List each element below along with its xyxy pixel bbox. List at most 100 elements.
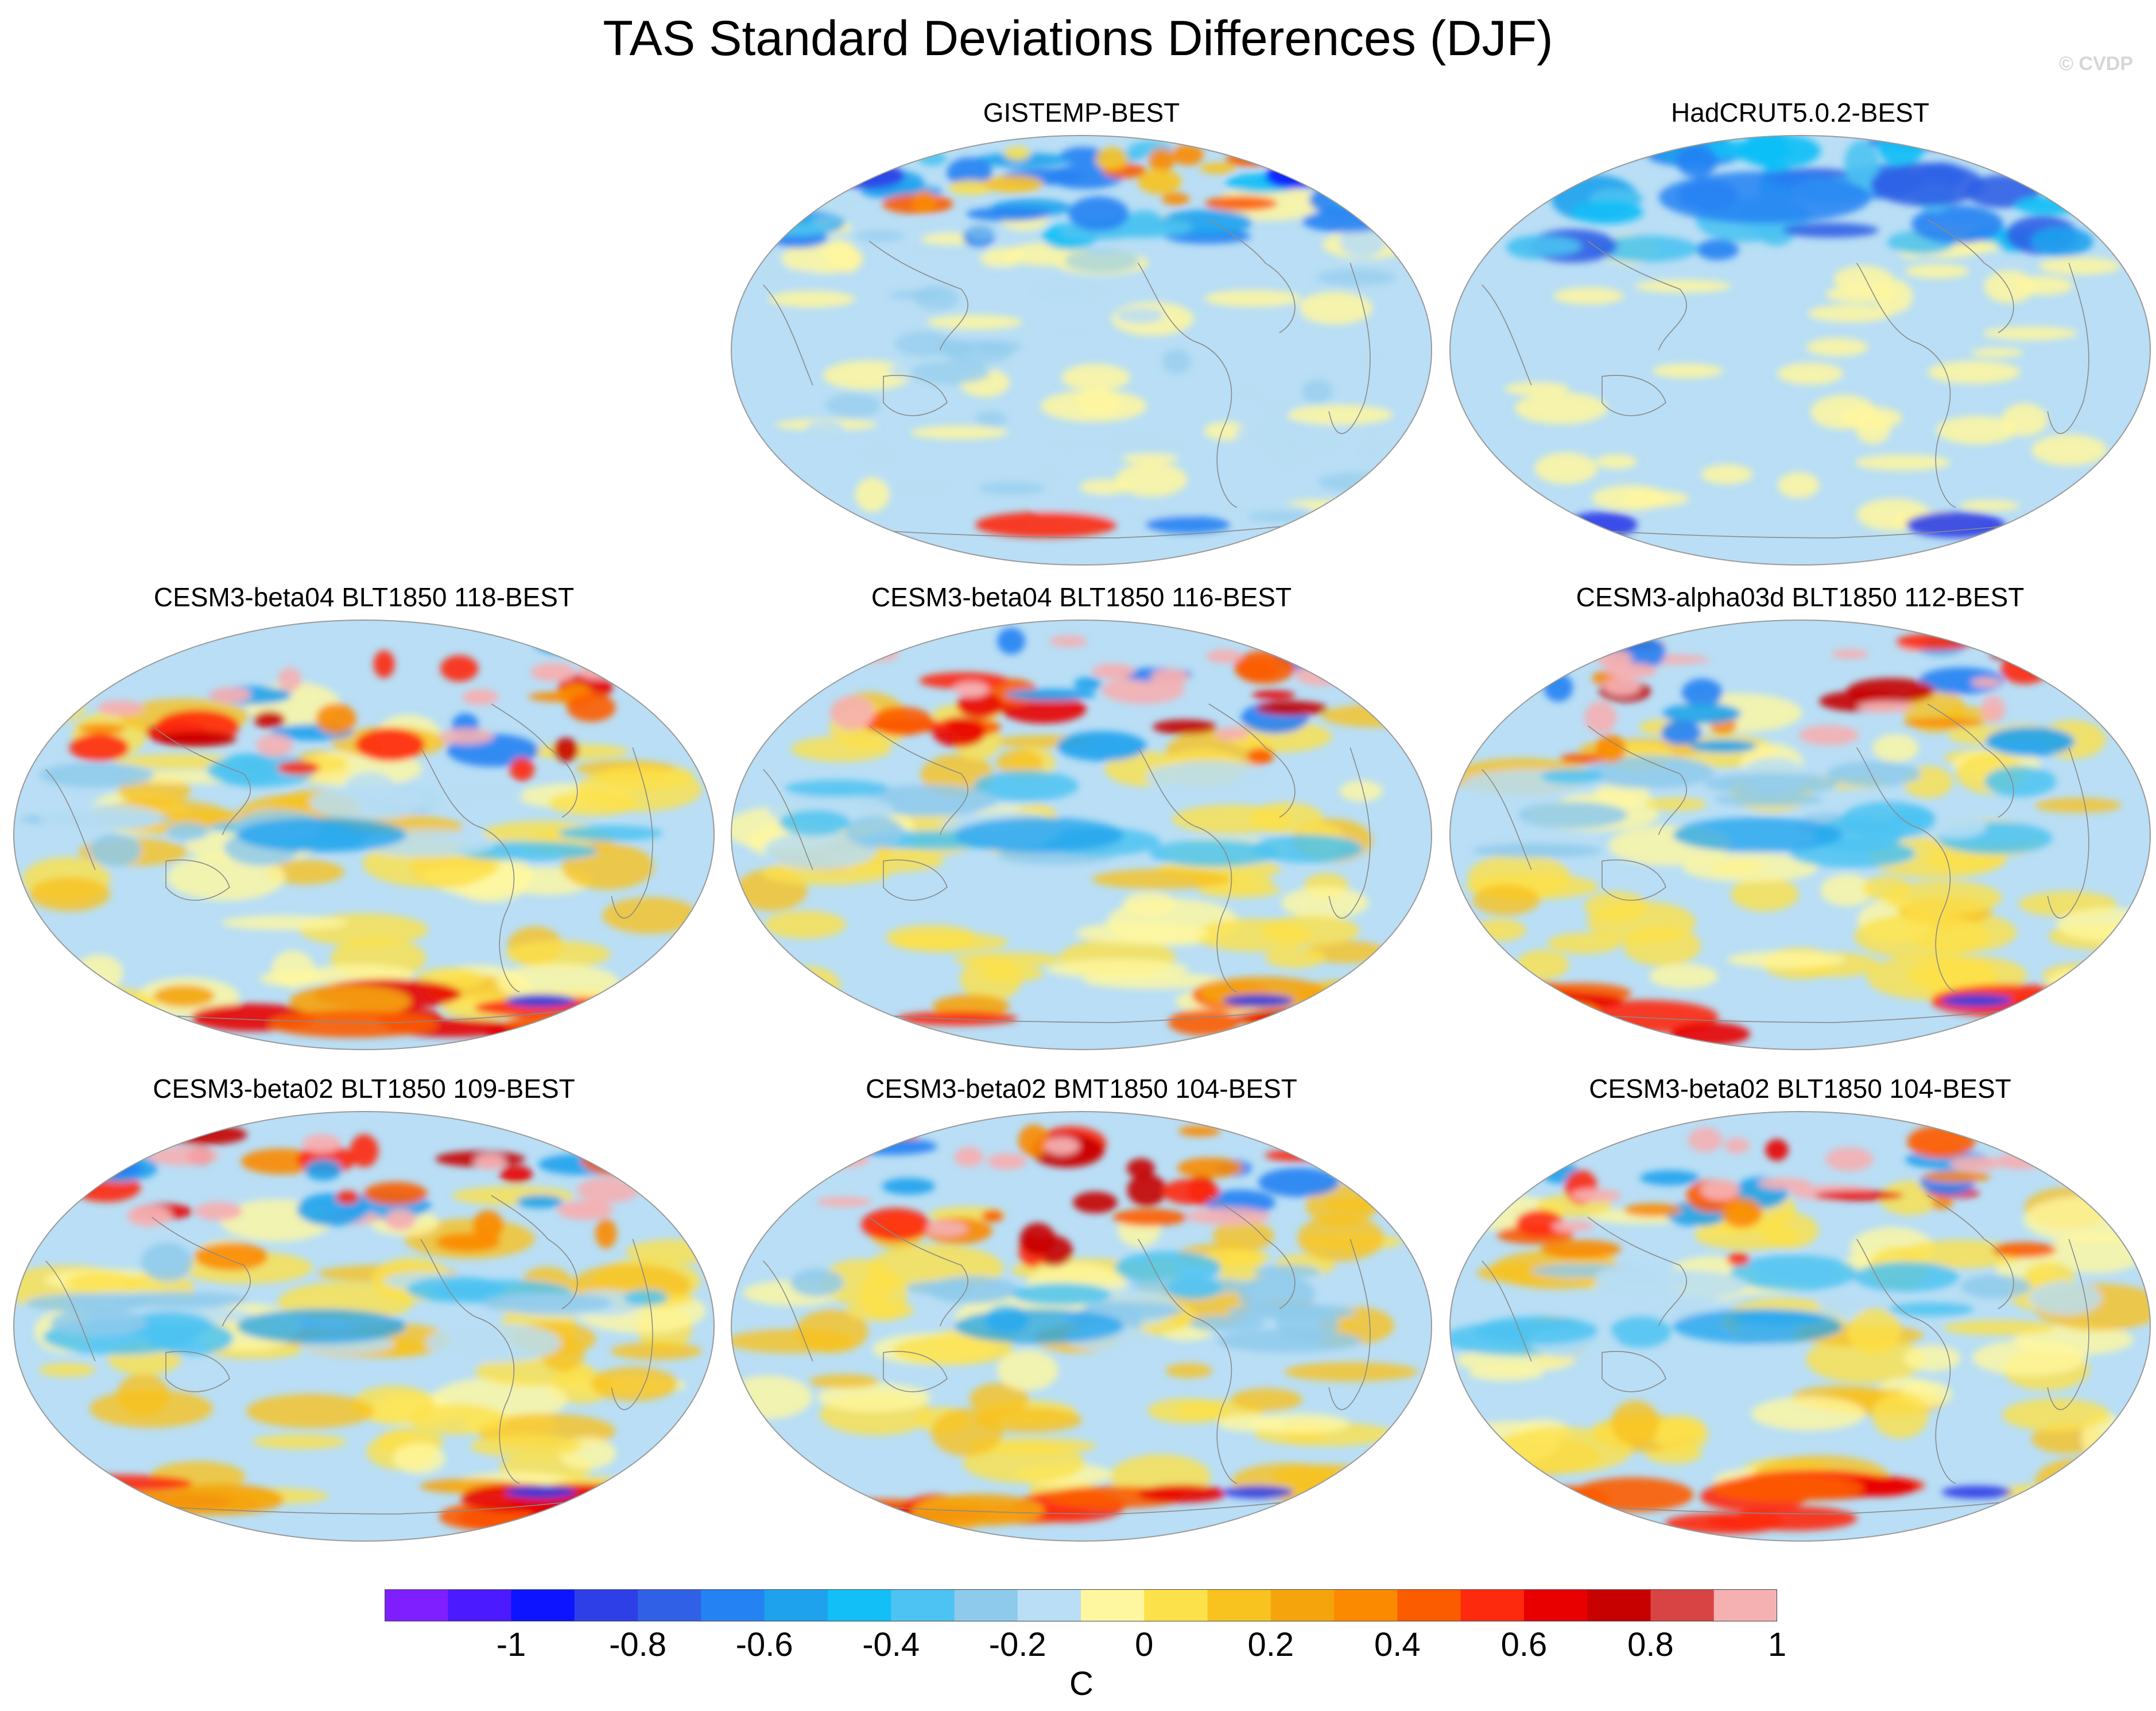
anomaly-patch xyxy=(1261,915,1360,946)
anomaly-patch xyxy=(1871,162,1984,207)
anomaly-patch xyxy=(1093,429,1188,462)
colorbar-tick-label: 0.4 xyxy=(1374,1626,1421,1663)
anomaly-patch xyxy=(1165,1278,1222,1299)
anomaly-patch xyxy=(497,963,619,1002)
coastline xyxy=(1927,1195,2014,1310)
anomaly-patch xyxy=(855,477,890,512)
anomaly-patch xyxy=(1265,162,1322,189)
anomaly-patch xyxy=(579,664,614,679)
anomaly-patch xyxy=(1080,479,1130,495)
anomaly-patch xyxy=(516,1195,564,1209)
anomaly-patch xyxy=(2048,1232,2145,1273)
map-border xyxy=(13,620,715,1050)
anomaly-field xyxy=(732,141,1424,538)
anomaly-patch xyxy=(1298,292,1373,325)
anomaly-patch xyxy=(236,817,406,853)
anomaly-patch xyxy=(265,860,344,885)
colorbar-tick-label: -0.6 xyxy=(735,1626,793,1663)
anomaly-patch xyxy=(1985,726,2075,757)
anomaly-patch xyxy=(886,924,977,951)
anomaly-patch xyxy=(1547,932,1621,954)
anomaly-patch xyxy=(1971,348,2024,358)
anomaly-patch xyxy=(912,191,937,214)
anomaly-patch xyxy=(1872,734,1919,762)
anomaly-patch xyxy=(141,1242,193,1282)
anomaly-patch xyxy=(1011,1283,1111,1306)
map-panel: CESM3-beta04 BLT1850 118-BEST xyxy=(10,581,718,1058)
coastline xyxy=(1587,241,1688,351)
anomaly-patch xyxy=(1898,1240,2023,1269)
coastline xyxy=(763,284,813,386)
anomaly-patch xyxy=(1127,1174,1167,1207)
anomaly-patch xyxy=(426,1323,562,1363)
anomaly-patch xyxy=(1040,390,1147,422)
anomaly-patch xyxy=(758,1012,868,1029)
colorbar-swatch xyxy=(1207,1589,1271,1621)
anomaly-patch xyxy=(1689,740,1757,753)
colorbar-swatch xyxy=(1713,1589,1777,1621)
anomaly-patch xyxy=(1688,1127,1723,1152)
anomaly-patch xyxy=(1223,1485,1294,1499)
anomaly-patch xyxy=(576,767,703,812)
anomaly-patch xyxy=(1921,815,1987,839)
anomaly-patch xyxy=(1473,919,1526,942)
coastline xyxy=(1602,1350,1666,1392)
colorbar-tick-label: -0.8 xyxy=(609,1626,667,1663)
anomaly-patch xyxy=(553,737,579,762)
anomaly-patch xyxy=(1540,1485,1609,1513)
anomaly-patch xyxy=(315,703,356,734)
anomaly-patch xyxy=(1091,663,1135,679)
anomaly-patch xyxy=(1919,667,2004,694)
colorbar-tick-label: 0 xyxy=(1135,1626,1154,1663)
coastline xyxy=(2047,262,2089,434)
anomaly-patch xyxy=(1019,1222,1056,1256)
anomaly-patch xyxy=(153,985,215,1008)
colorbar-tick-label: -1 xyxy=(496,1626,526,1663)
panel-title: CESM3-beta04 BLT1850 116-BEST xyxy=(871,582,1292,612)
coastline xyxy=(1328,262,1371,434)
anomaly-patch xyxy=(1814,1190,1904,1201)
anomaly-patch xyxy=(2002,1398,2110,1431)
anomaly-patch xyxy=(2012,989,2141,1014)
anomaly-patch xyxy=(2031,434,2107,466)
anomaly-patch xyxy=(194,1242,268,1271)
anomaly-patch xyxy=(1858,701,1912,713)
anomaly-patch xyxy=(567,693,616,722)
coastline xyxy=(2047,747,2089,919)
anomaly-patch xyxy=(1217,1329,1362,1353)
anomaly-patch xyxy=(1162,1179,1220,1205)
anomaly-patch xyxy=(216,753,279,786)
colorbar-tick-label: 0.6 xyxy=(1500,1626,1548,1663)
anomaly-patch xyxy=(1321,704,1429,727)
anomaly-patch xyxy=(1730,1255,1858,1291)
anomaly-patch xyxy=(926,1221,967,1236)
colorbar-swatch xyxy=(891,1589,955,1621)
anomaly-patch xyxy=(236,1309,406,1344)
anomaly-patch xyxy=(1943,1320,2056,1335)
anomaly-patch xyxy=(50,1309,148,1336)
anomaly-patch xyxy=(1806,338,1868,357)
anomaly-patch xyxy=(246,1393,375,1429)
anomaly-patch xyxy=(385,1209,416,1230)
anomaly-patch xyxy=(610,1342,703,1360)
anomaly-patch xyxy=(982,1210,1004,1222)
anomaly-patch xyxy=(1724,1137,1750,1154)
anomaly-patch xyxy=(1540,1240,1622,1259)
colorbar-swatch xyxy=(511,1589,575,1621)
anomaly-patch xyxy=(1847,1309,1902,1354)
anomaly-patch xyxy=(1049,635,1088,647)
anomaly-patch xyxy=(1560,753,1607,764)
anomaly-patch xyxy=(1623,1203,1682,1217)
anomaly-patch xyxy=(1204,289,1301,307)
colorbar-swatch xyxy=(638,1589,701,1621)
anomaly-patch xyxy=(115,1291,247,1309)
anomaly-patch xyxy=(1296,664,1344,686)
colorbar-tick-label: 0.2 xyxy=(1247,1626,1294,1663)
anomaly-patch xyxy=(2056,154,2086,179)
anomaly-patch xyxy=(825,393,881,419)
anomaly-patch xyxy=(1635,280,1731,293)
anomaly-patch xyxy=(440,655,479,682)
anomaly-patch xyxy=(910,361,991,385)
anomaly-patch xyxy=(1603,678,1641,696)
coastline xyxy=(1927,219,2014,334)
